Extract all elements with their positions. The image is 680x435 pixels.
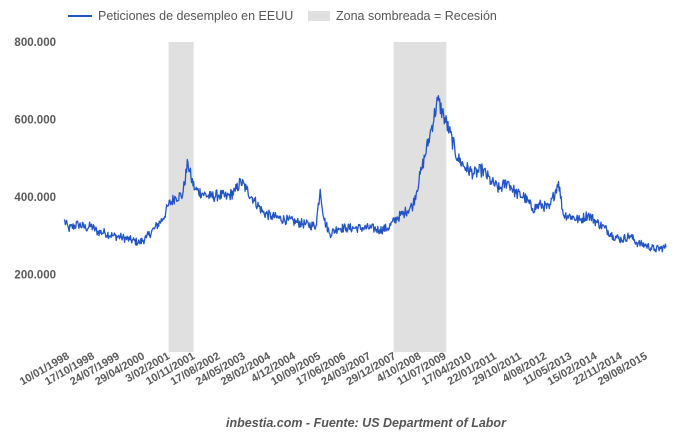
recession-shades xyxy=(168,42,447,352)
y-axis-ticks: 200.000 400.000 600.000 800.000 xyxy=(14,37,56,282)
y-tick-label: 200.000 xyxy=(14,270,56,282)
series-line-1 xyxy=(63,94,667,253)
source-caption: inbestia.com - Fuente: US Department of … xyxy=(226,416,507,430)
y-tick-label: 600.000 xyxy=(14,115,56,127)
x-axis-ticks: 10/01/199817/10/199824/07/199929/04/2000… xyxy=(18,350,650,388)
recession-shade-2 xyxy=(393,42,447,352)
legend-shade-label: Zona sombreada = Recesión xyxy=(336,9,497,23)
legend-series-label: Peticiones de desempleo en EEUU xyxy=(98,9,293,23)
legend: Peticiones de desempleo en EEUU Zona som… xyxy=(68,9,497,23)
y-tick-label: 800.000 xyxy=(14,37,56,49)
legend-shade-swatch xyxy=(308,11,330,21)
series-lines xyxy=(63,94,667,253)
y-tick-label: 400.000 xyxy=(14,192,56,204)
